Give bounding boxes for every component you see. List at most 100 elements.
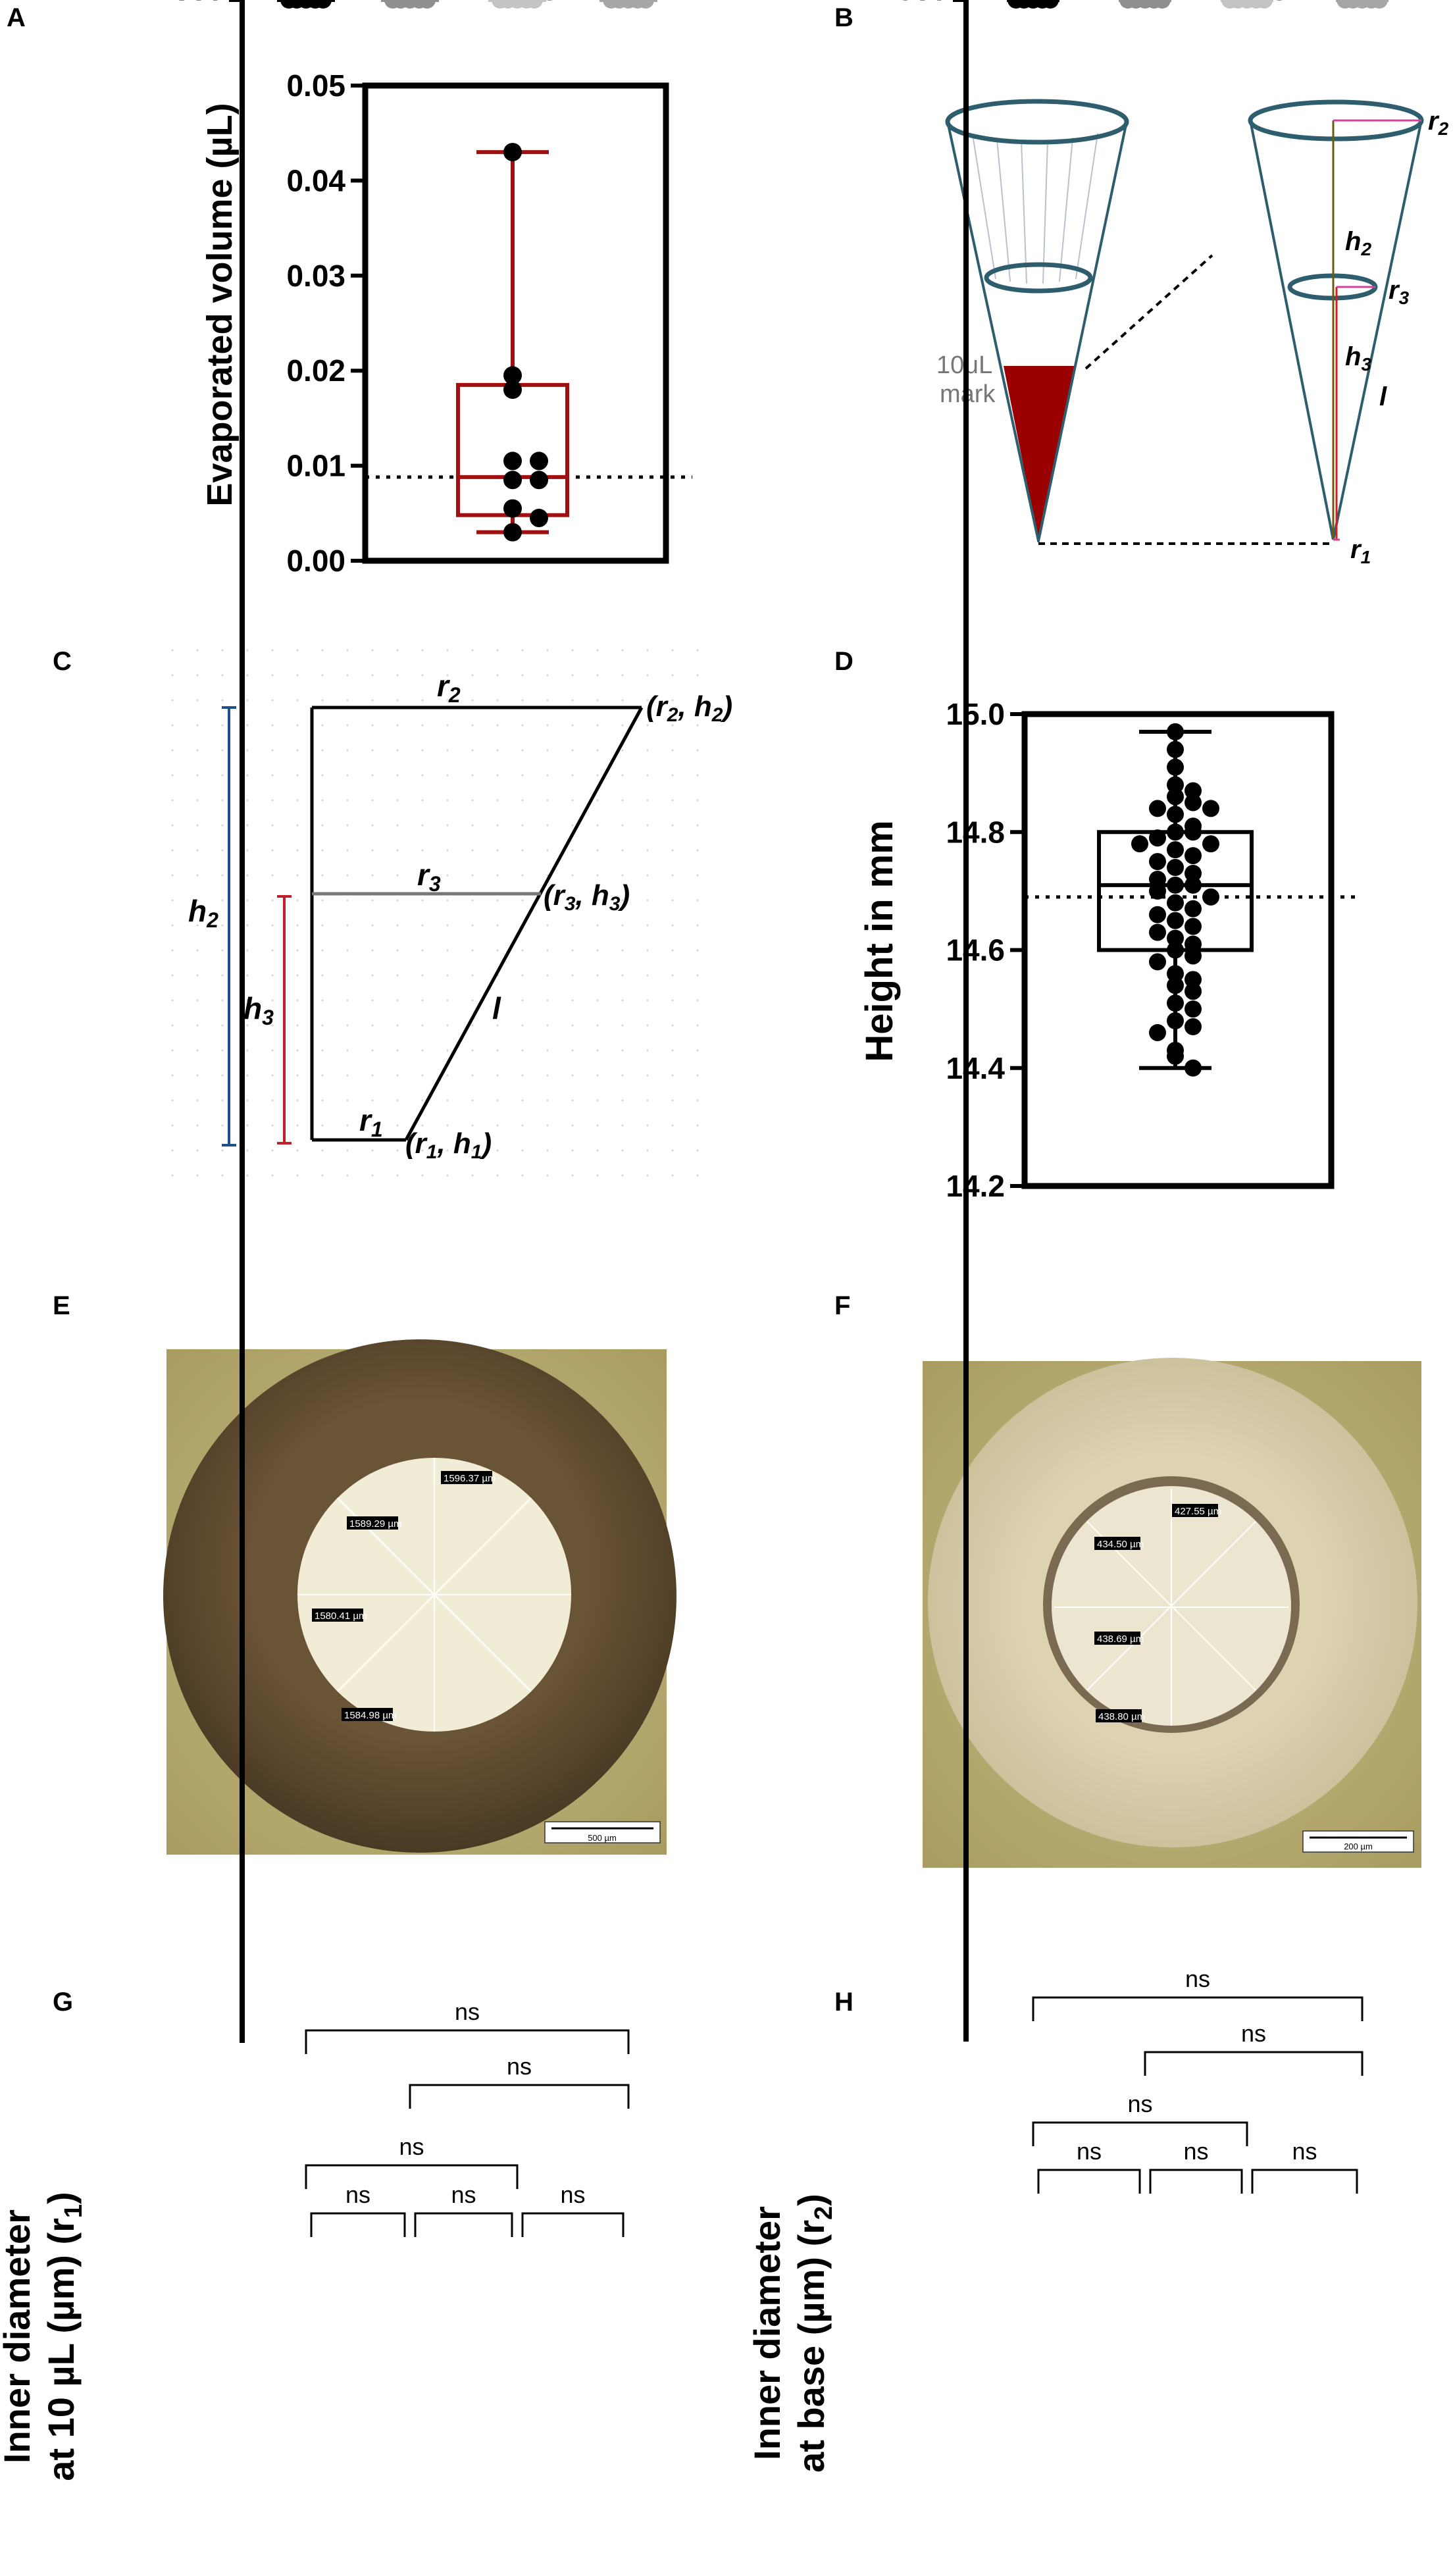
- grid-dot: [371, 1049, 374, 1052]
- grid-dot: [596, 1049, 599, 1052]
- grid-dot: [496, 849, 499, 852]
- grid-dot: [371, 924, 374, 927]
- data-point: [503, 451, 522, 471]
- scale-bar-label-f: 200 µm: [1344, 1842, 1373, 1851]
- grid-dot: [196, 824, 199, 827]
- grid-dot: [346, 1024, 349, 1027]
- significance-label: ns: [1185, 1965, 1210, 1992]
- grid-dot: [696, 1024, 699, 1027]
- data-point: [1167, 912, 1184, 929]
- data-point: [1185, 917, 1202, 935]
- data-point: [1131, 835, 1148, 853]
- grid-dot: [271, 1124, 274, 1127]
- grid-dot: [321, 1124, 324, 1127]
- grid-dot: [496, 1049, 499, 1052]
- data-point: [518, 0, 535, 9]
- grid-dot: [171, 674, 174, 677]
- grid-dot: [296, 699, 299, 702]
- svg-text:1596.37 µm: 1596.37 µm: [444, 1473, 496, 1484]
- grid-dot: [396, 1149, 399, 1152]
- grid-dot: [421, 724, 424, 727]
- grid-dot: [696, 1049, 699, 1052]
- grid-dot: [521, 1024, 524, 1027]
- grid-dot: [396, 924, 399, 927]
- grid-dot: [546, 1149, 549, 1152]
- grid-dot: [271, 1024, 274, 1027]
- data-point: [1149, 829, 1166, 847]
- grid-dot: [496, 649, 499, 652]
- grid-dot: [621, 899, 624, 902]
- grid-dot: [221, 799, 224, 802]
- grid-dot: [596, 1099, 599, 1102]
- scale-bar-f: [1302, 1830, 1414, 1853]
- panel-label-c: C: [53, 647, 72, 676]
- data-point: [1185, 1059, 1202, 1077]
- grid-dot: [696, 949, 699, 952]
- grid-dot: [421, 699, 424, 702]
- grid-dot: [221, 774, 224, 777]
- grid-dot: [321, 1074, 324, 1077]
- svg-text:438.80 µm: 438.80 µm: [1098, 1711, 1145, 1722]
- grid-dot: [396, 1124, 399, 1127]
- significance-label: ns: [345, 2181, 370, 2208]
- grid-dot: [521, 1099, 524, 1102]
- grid-dot: [346, 774, 349, 777]
- data-point: [1185, 782, 1202, 800]
- grid-dot: [371, 849, 374, 852]
- grid-dot: [696, 999, 699, 1002]
- grid-dot: [596, 699, 599, 702]
- grid-dot: [671, 1074, 674, 1077]
- svg-text:1589.29 µm: 1589.29 µm: [349, 1518, 402, 1530]
- grid-dot: [346, 1174, 349, 1177]
- chart-inner-diameter-base: Inner diameter at base (µm) (r2) 4004204…: [746, 0, 1405, 2473]
- grid-dot: [371, 649, 374, 652]
- grid-dot: [496, 824, 499, 827]
- svg-text:1584.98 µm: 1584.98 µm: [344, 1710, 397, 1721]
- grid-dot: [171, 824, 174, 827]
- grid-dot: [246, 824, 249, 827]
- y-tick-label: 14.6: [946, 933, 1005, 967]
- grid-dot: [671, 949, 674, 952]
- grid-dot: [696, 674, 699, 677]
- grid-dot: [221, 1049, 224, 1052]
- label-c-r2: r2: [437, 669, 461, 707]
- grid-dot: [446, 749, 449, 752]
- grid-dot: [646, 774, 649, 777]
- grid-dot: [546, 849, 549, 852]
- grid-dot: [396, 774, 399, 777]
- grid-dot: [371, 824, 374, 827]
- grid-dot: [571, 699, 574, 702]
- grid-dot: [421, 949, 424, 952]
- grid-dot: [371, 974, 374, 977]
- grid-dot: [671, 1024, 674, 1027]
- y-tick-label: 500: [897, 0, 948, 7]
- data-point: [503, 380, 522, 399]
- y-tick-label: 480: [897, 0, 948, 7]
- grid-dot: [646, 1024, 649, 1027]
- data-point: [288, 0, 305, 9]
- grid-dot: [296, 1049, 299, 1052]
- grid-dot: [496, 924, 499, 927]
- grid-dot: [521, 649, 524, 652]
- grid-dot: [246, 699, 249, 702]
- grid-dot: [671, 749, 674, 752]
- grid-dot: [596, 774, 599, 777]
- grid-dot: [546, 924, 549, 927]
- measurement-lines: [297, 1458, 571, 1732]
- y-axis-label-d: Height in mm: [858, 820, 901, 1062]
- y-tick-label: 460: [897, 0, 948, 7]
- data-point: [1185, 983, 1202, 1000]
- grid-dot: [696, 799, 699, 802]
- grid-dot: [471, 899, 474, 902]
- grid-dot: [596, 899, 599, 902]
- grid-dot: [446, 974, 449, 977]
- grid-dot: [671, 1099, 674, 1102]
- grid-dot: [246, 849, 249, 852]
- grid-dot: [396, 724, 399, 727]
- grid-dot: [446, 799, 449, 802]
- grid-dot: [371, 899, 374, 902]
- grid-dot: [196, 1149, 199, 1152]
- grid-dot: [671, 849, 674, 852]
- grid-dot: [371, 949, 374, 952]
- data-point: [503, 143, 522, 162]
